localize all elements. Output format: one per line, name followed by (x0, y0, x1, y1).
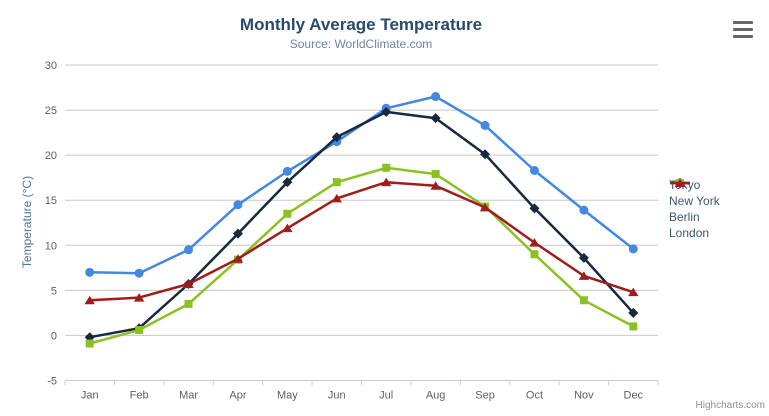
svg-text:0: 0 (51, 330, 57, 342)
chart-title: Monthly Average Temperature (239, 15, 483, 34)
legend-label-london: London (669, 226, 710, 240)
svg-text:30: 30 (45, 60, 57, 72)
svg-text:Jan: Jan (81, 390, 99, 402)
export-menu-button[interactable] (733, 20, 755, 39)
svg-text:Dec: Dec (624, 390, 644, 402)
legend-label-new-york: New York (669, 194, 720, 208)
x-axis (64, 380, 659, 386)
svg-text:-5: -5 (47, 376, 57, 388)
legend-item-berlin[interactable]: Berlin (669, 179, 720, 225)
svg-text:15: 15 (45, 195, 57, 207)
svg-text:Aug: Aug (426, 390, 446, 402)
series-london[interactable] (84, 177, 639, 305)
svg-text:20: 20 (45, 150, 57, 162)
svg-text:25: 25 (45, 105, 57, 117)
svg-text:5: 5 (51, 285, 57, 297)
hamburger-icon (733, 21, 753, 25)
svg-text:May: May (277, 390, 298, 402)
y-axis-labels: -5 0 5 10 15 20 25 30 (45, 60, 57, 388)
svg-text:Nov: Nov (574, 390, 594, 402)
legend-item-london[interactable]: London (669, 178, 720, 241)
svg-text:Jul: Jul (379, 390, 393, 402)
svg-text:Feb: Feb (130, 390, 149, 402)
london-series-marker-icon (670, 178, 690, 187)
svg-text:Mar: Mar (179, 390, 198, 402)
hamburger-icon (733, 27, 753, 32)
svg-text:Apr: Apr (229, 390, 246, 402)
series-berlin[interactable] (85, 163, 638, 348)
y-axis-title: Temperature (°C) (20, 175, 34, 269)
svg-text:Jun: Jun (328, 390, 346, 402)
svg-text:10: 10 (45, 240, 57, 252)
legend-label-berlin: Berlin (669, 210, 700, 224)
svg-text:Oct: Oct (526, 390, 543, 402)
hamburger-icon (733, 34, 753, 38)
svg-text:Sep: Sep (475, 390, 495, 402)
legend-item-new-york[interactable]: New York (669, 178, 720, 209)
legend: Tokyo New York Berlin London (669, 177, 720, 241)
x-axis-labels: Jan Feb Mar Apr May Jun Jul Aug Sep Oct Nov Dec (81, 390, 644, 402)
series-new-york[interactable] (84, 106, 639, 343)
chart-subtitle: Source: WorldClimate.com (289, 37, 433, 51)
highcharts-credit-link[interactable]: Highcharts.com (695, 400, 765, 411)
y-gridlines (65, 64, 658, 381)
series-tokyo[interactable] (85, 92, 638, 278)
